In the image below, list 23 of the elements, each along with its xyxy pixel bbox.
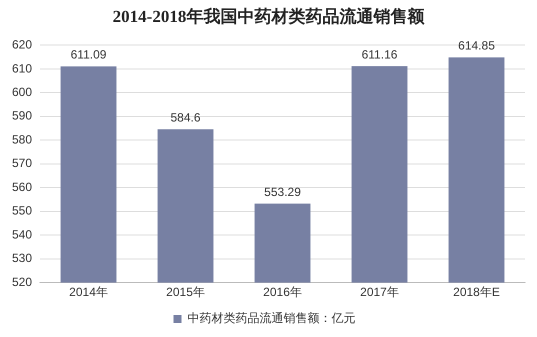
y-tick-label: 530 (12, 251, 32, 266)
y-tick-label: 570 (12, 156, 32, 170)
data-label: 611.16 (362, 48, 398, 62)
y-tick-label: 560 (12, 180, 32, 194)
y-tick-label: 610 (12, 61, 32, 76)
x-tick-label: 2015年 (166, 285, 205, 300)
data-label: 611.09 (70, 48, 107, 62)
y-tick-label: 540 (12, 227, 32, 242)
y-tick-label: 600 (12, 84, 32, 99)
y-tick-label: 550 (12, 204, 32, 218)
legend-label: 中药材类药品流通销售额：亿元 (188, 311, 356, 326)
data-label: 553.29 (264, 184, 302, 199)
y-tick-label: 620 (12, 38, 32, 52)
y-tick-label: 520 (12, 274, 32, 289)
x-tick-label: 2014年 (69, 285, 108, 300)
y-tick-label: 590 (12, 108, 32, 123)
chart-title: 2014-2018年我国中药材类药品流通销售额 (112, 6, 426, 28)
data-label: 584.6 (170, 110, 201, 125)
x-tick-label: 2016年 (263, 285, 302, 300)
data-label: 614.85 (458, 38, 496, 53)
x-tick-label: 2017年 (360, 285, 399, 300)
x-tick-label: 2018年E (453, 285, 500, 300)
y-tick-label: 580 (12, 132, 32, 146)
